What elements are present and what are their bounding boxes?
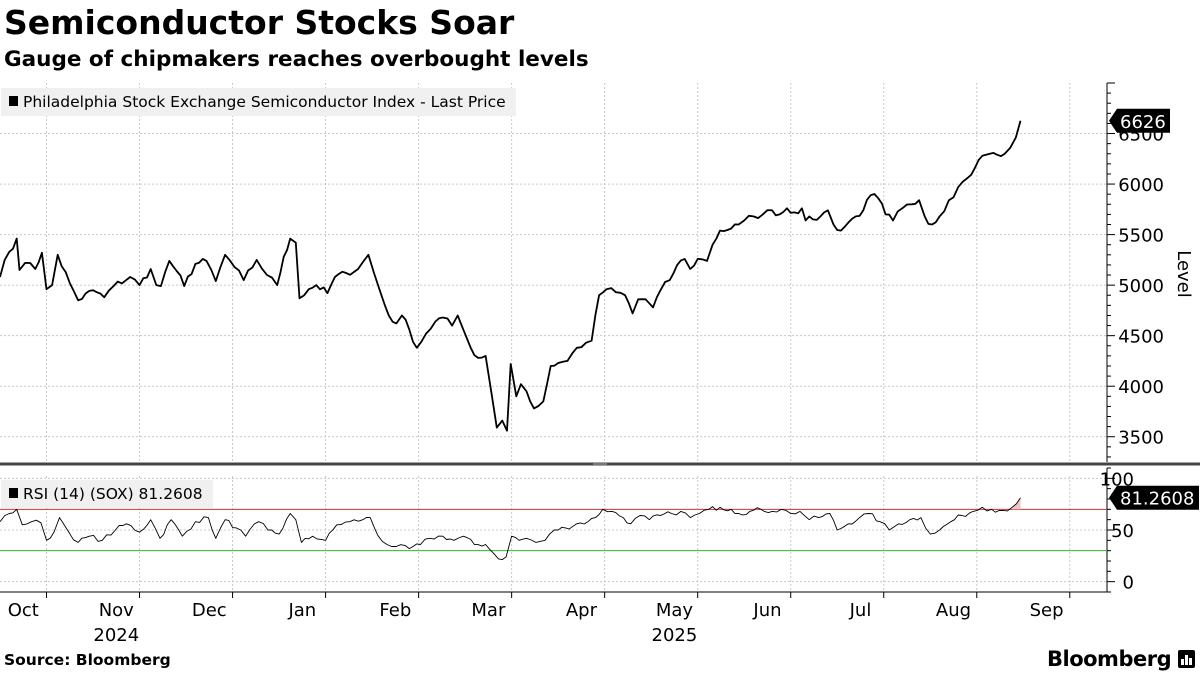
price-last-value-flag-bg bbox=[1109, 108, 1170, 133]
legend-rsi-label: RSI (14) (SOX) 81.2608 bbox=[23, 485, 203, 503]
brand-chart-icon bbox=[1177, 650, 1195, 668]
x-tick-label: Dec bbox=[192, 600, 227, 621]
x-tick-label: Jan bbox=[287, 600, 316, 621]
rsi-tick-label: 100 bbox=[1100, 469, 1134, 490]
price-axis-title: Level bbox=[1173, 250, 1194, 298]
legend-rsi: RSI (14) (SOX) 81.2608 bbox=[1, 480, 213, 508]
x-tick-label: Feb bbox=[379, 600, 411, 621]
price-last-value-flag: 6626 bbox=[1109, 108, 1170, 133]
legend-price: Philadelphia Stock Exchange Semiconducto… bbox=[1, 88, 516, 116]
price-tick-label: 4000 bbox=[1118, 377, 1164, 398]
price-tick-label: 6000 bbox=[1118, 175, 1164, 196]
price-last-value-flag-text: 6626 bbox=[1120, 112, 1166, 133]
gridlines bbox=[0, 83, 1107, 592]
brand-wordmark: Bloomberg bbox=[1047, 647, 1172, 671]
price-tick-label: 5000 bbox=[1118, 276, 1164, 297]
legend-swatch bbox=[9, 96, 18, 106]
x-year-label: 2024 bbox=[93, 625, 139, 646]
rsi-last-value-flag-text: 81.2608 bbox=[1120, 489, 1194, 510]
rsi-last-value-flag: 81.2608 bbox=[1109, 485, 1199, 510]
rsi-last-value-flag-bg bbox=[1109, 485, 1199, 510]
legend-price-label: Philadelphia Stock Exchange Semiconducto… bbox=[23, 93, 506, 111]
x-year-label: 2025 bbox=[652, 625, 698, 646]
x-tick-label: Apr bbox=[566, 600, 598, 621]
price-series-line bbox=[0, 120, 1022, 432]
x-tick-label: Jul bbox=[849, 600, 872, 621]
price-tick-label: 5500 bbox=[1118, 226, 1164, 247]
x-tick-label: Mar bbox=[471, 600, 506, 621]
x-tick-label: Oct bbox=[8, 600, 39, 621]
legend-swatch bbox=[9, 488, 18, 498]
rsi-series-line bbox=[0, 497, 1021, 561]
x-tick-label: Nov bbox=[99, 600, 134, 621]
price-tick-label: 4500 bbox=[1118, 327, 1164, 348]
x-tick-label: Aug bbox=[936, 600, 971, 621]
source-note: Source: Bloomberg bbox=[4, 651, 171, 669]
price-tick-label: 3500 bbox=[1118, 428, 1164, 449]
rsi-tick-label: 50 bbox=[1111, 521, 1134, 542]
x-tick-label: May bbox=[656, 600, 694, 621]
rsi-overbought-fill bbox=[1012, 497, 1021, 510]
rsi-tick-label: 0 bbox=[1123, 573, 1134, 594]
brand-logo: Bloomberg bbox=[1047, 647, 1195, 671]
page-title: Semiconductor Stocks Soar bbox=[4, 3, 515, 42]
x-tick-label: Sep bbox=[1030, 600, 1064, 621]
x-tick-label: Jun bbox=[752, 600, 781, 621]
page-subtitle: Gauge of chipmakers reaches overbought l… bbox=[4, 47, 589, 72]
